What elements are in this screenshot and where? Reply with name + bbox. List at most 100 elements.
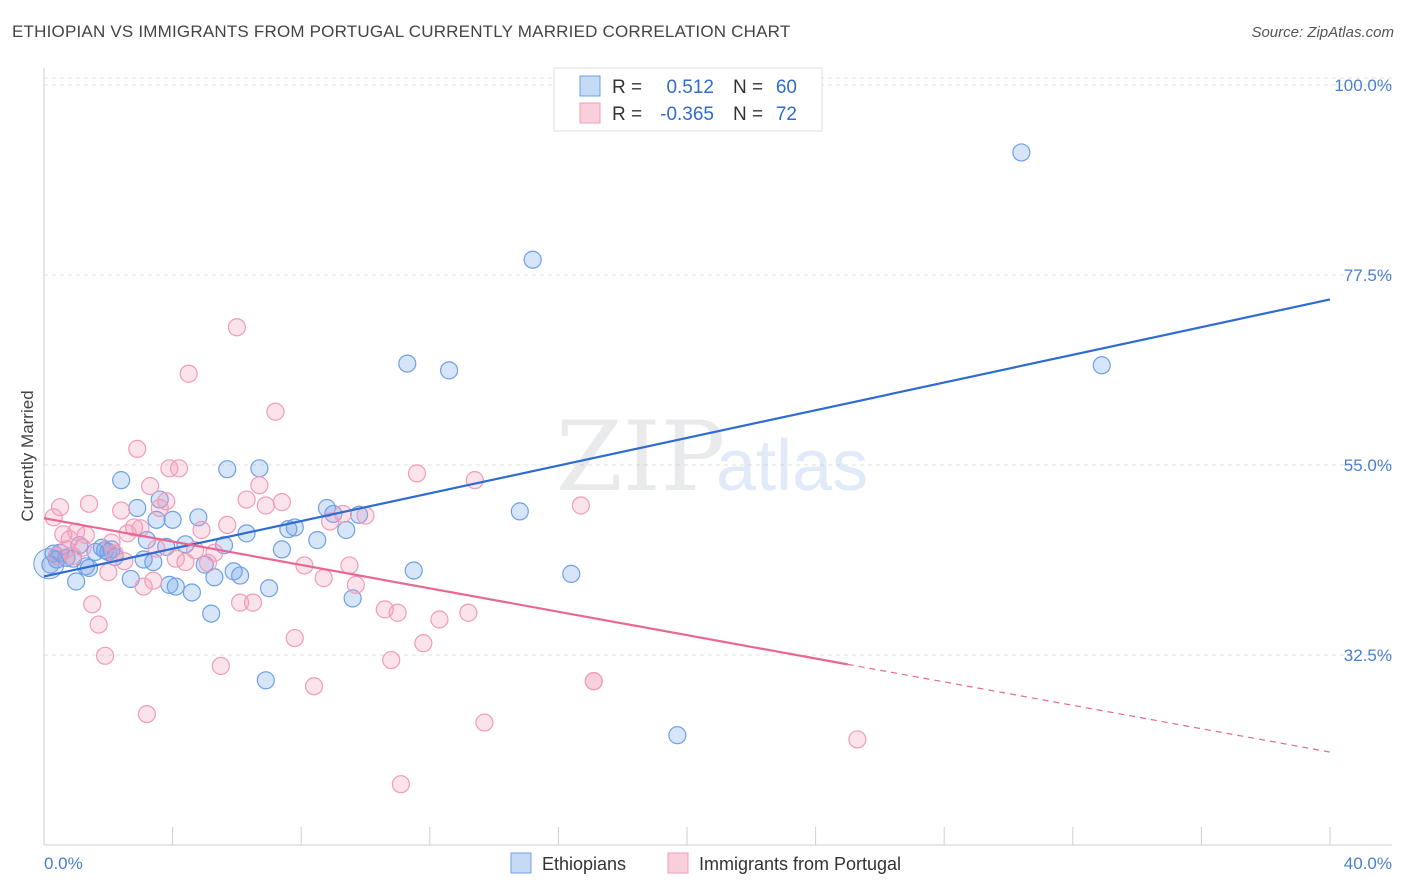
legend-n-value-2: 72 [776,104,797,125]
point-portugal [128,439,147,458]
correlation-legend: R = 0.512 N = 60 R = -0.365 N = 72 [553,67,823,132]
point-portugal [256,496,275,515]
point-portugal [205,543,224,562]
point-portugal [391,775,410,794]
point-portugal [83,595,102,614]
point-ethiopians [337,520,356,540]
point-ethiopians [398,354,417,373]
point-portugal [266,402,285,421]
series-legend-swatch-ethiopians [510,852,532,874]
point-portugal [382,650,401,670]
point-portugal [134,577,153,596]
point-portugal [218,515,237,535]
legend-swatch-ethiopians [579,75,601,97]
watermark-atlas: atlas [716,426,868,506]
point-ethiopians [404,561,423,580]
point-portugal [169,459,189,478]
point-portugal [430,610,449,629]
point-portugal [356,506,375,525]
point-portugal [285,628,304,648]
point-portugal [340,556,359,575]
point-portugal [304,677,324,696]
point-portugal [57,540,76,559]
point-portugal [465,471,484,490]
point-portugal [50,498,70,517]
watermark: ZIP atlas [556,401,868,513]
source-label: Source: ZipAtlas.com [1251,24,1394,41]
point-portugal [346,575,365,594]
point-portugal [584,672,603,691]
point-portugal [166,549,185,568]
point-ethiopians [112,471,131,490]
y-axis-label: Currently Married [18,390,37,521]
point-portugal [314,569,333,588]
point-ethiopians [231,566,250,585]
point-portugal [227,318,246,337]
gridlines [44,77,1392,656]
point-ethiopians [562,564,581,583]
point-portugal [414,634,433,653]
legend-r-label-2: R = [612,104,642,125]
point-ethiopians [256,671,275,690]
series-legend-ethiopians: Ethiopians [542,854,626,874]
x-tick-min: 0.0% [44,854,83,873]
point-portugal [475,713,494,732]
point-portugal [79,494,99,513]
point-portugal [192,520,211,540]
point-ethiopians [33,548,65,580]
point-ethiopians [272,540,292,559]
point-portugal [157,492,176,511]
y-tick-label: 55.0% [1344,456,1392,475]
point-ethiopians [67,572,86,591]
point-ethiopians [1092,356,1111,375]
point-ethiopians [95,541,115,560]
watermark-zip: ZIP [556,401,725,513]
point-ethiopians [163,510,182,529]
point-portugal [124,518,144,537]
point-ethiopians [202,604,221,623]
axes [43,68,1392,846]
point-portugal [176,552,195,572]
trend-lines [43,298,1331,753]
point-portugal [160,459,179,478]
point-portugal [407,464,427,483]
y-tick-label: 100.0% [1334,76,1392,95]
point-ethiopians [439,361,459,380]
point-ethiopians [147,510,166,529]
trendline-portugal-extension [847,663,1331,753]
point-ethiopians [195,555,214,574]
point-portugal [99,563,118,582]
scatter-points [33,143,1111,794]
point-portugal [102,533,121,552]
point-portugal [95,646,115,665]
chart-title: ETHIOPIAN VS IMMIGRANTS FROM PORTUGAL CU… [12,22,791,41]
point-ethiopians [523,250,542,269]
point-portugal [237,490,256,509]
point-portugal [140,476,160,496]
point-portugal [47,547,66,566]
point-portugal [137,704,156,724]
point-portugal [76,525,95,545]
point-portugal [272,493,292,512]
legend-n-value-1: 60 [776,77,797,98]
point-ethiopians [166,577,185,596]
legend-r-value-1: 0.512 [666,77,714,98]
y-tick-label: 77.5% [1344,266,1392,285]
series-legend: Ethiopians Immigrants from Portugal [510,852,901,874]
point-ethiopians [668,726,687,745]
point-ethiopians [128,498,147,518]
point-portugal [848,730,867,749]
legend-n-label-2: N = [733,104,763,125]
point-portugal [459,603,478,622]
point-ethiopians [510,502,529,521]
point-portugal [89,615,108,634]
trendline-ethiopians [43,298,1331,578]
trendline-portugal [43,517,848,666]
series-legend-swatch-portugal [667,852,689,874]
point-portugal [388,603,407,622]
point-portugal [198,553,218,573]
legend-r-value-2: -0.365 [660,104,714,125]
point-portugal [144,571,163,590]
point-portugal [231,593,250,612]
